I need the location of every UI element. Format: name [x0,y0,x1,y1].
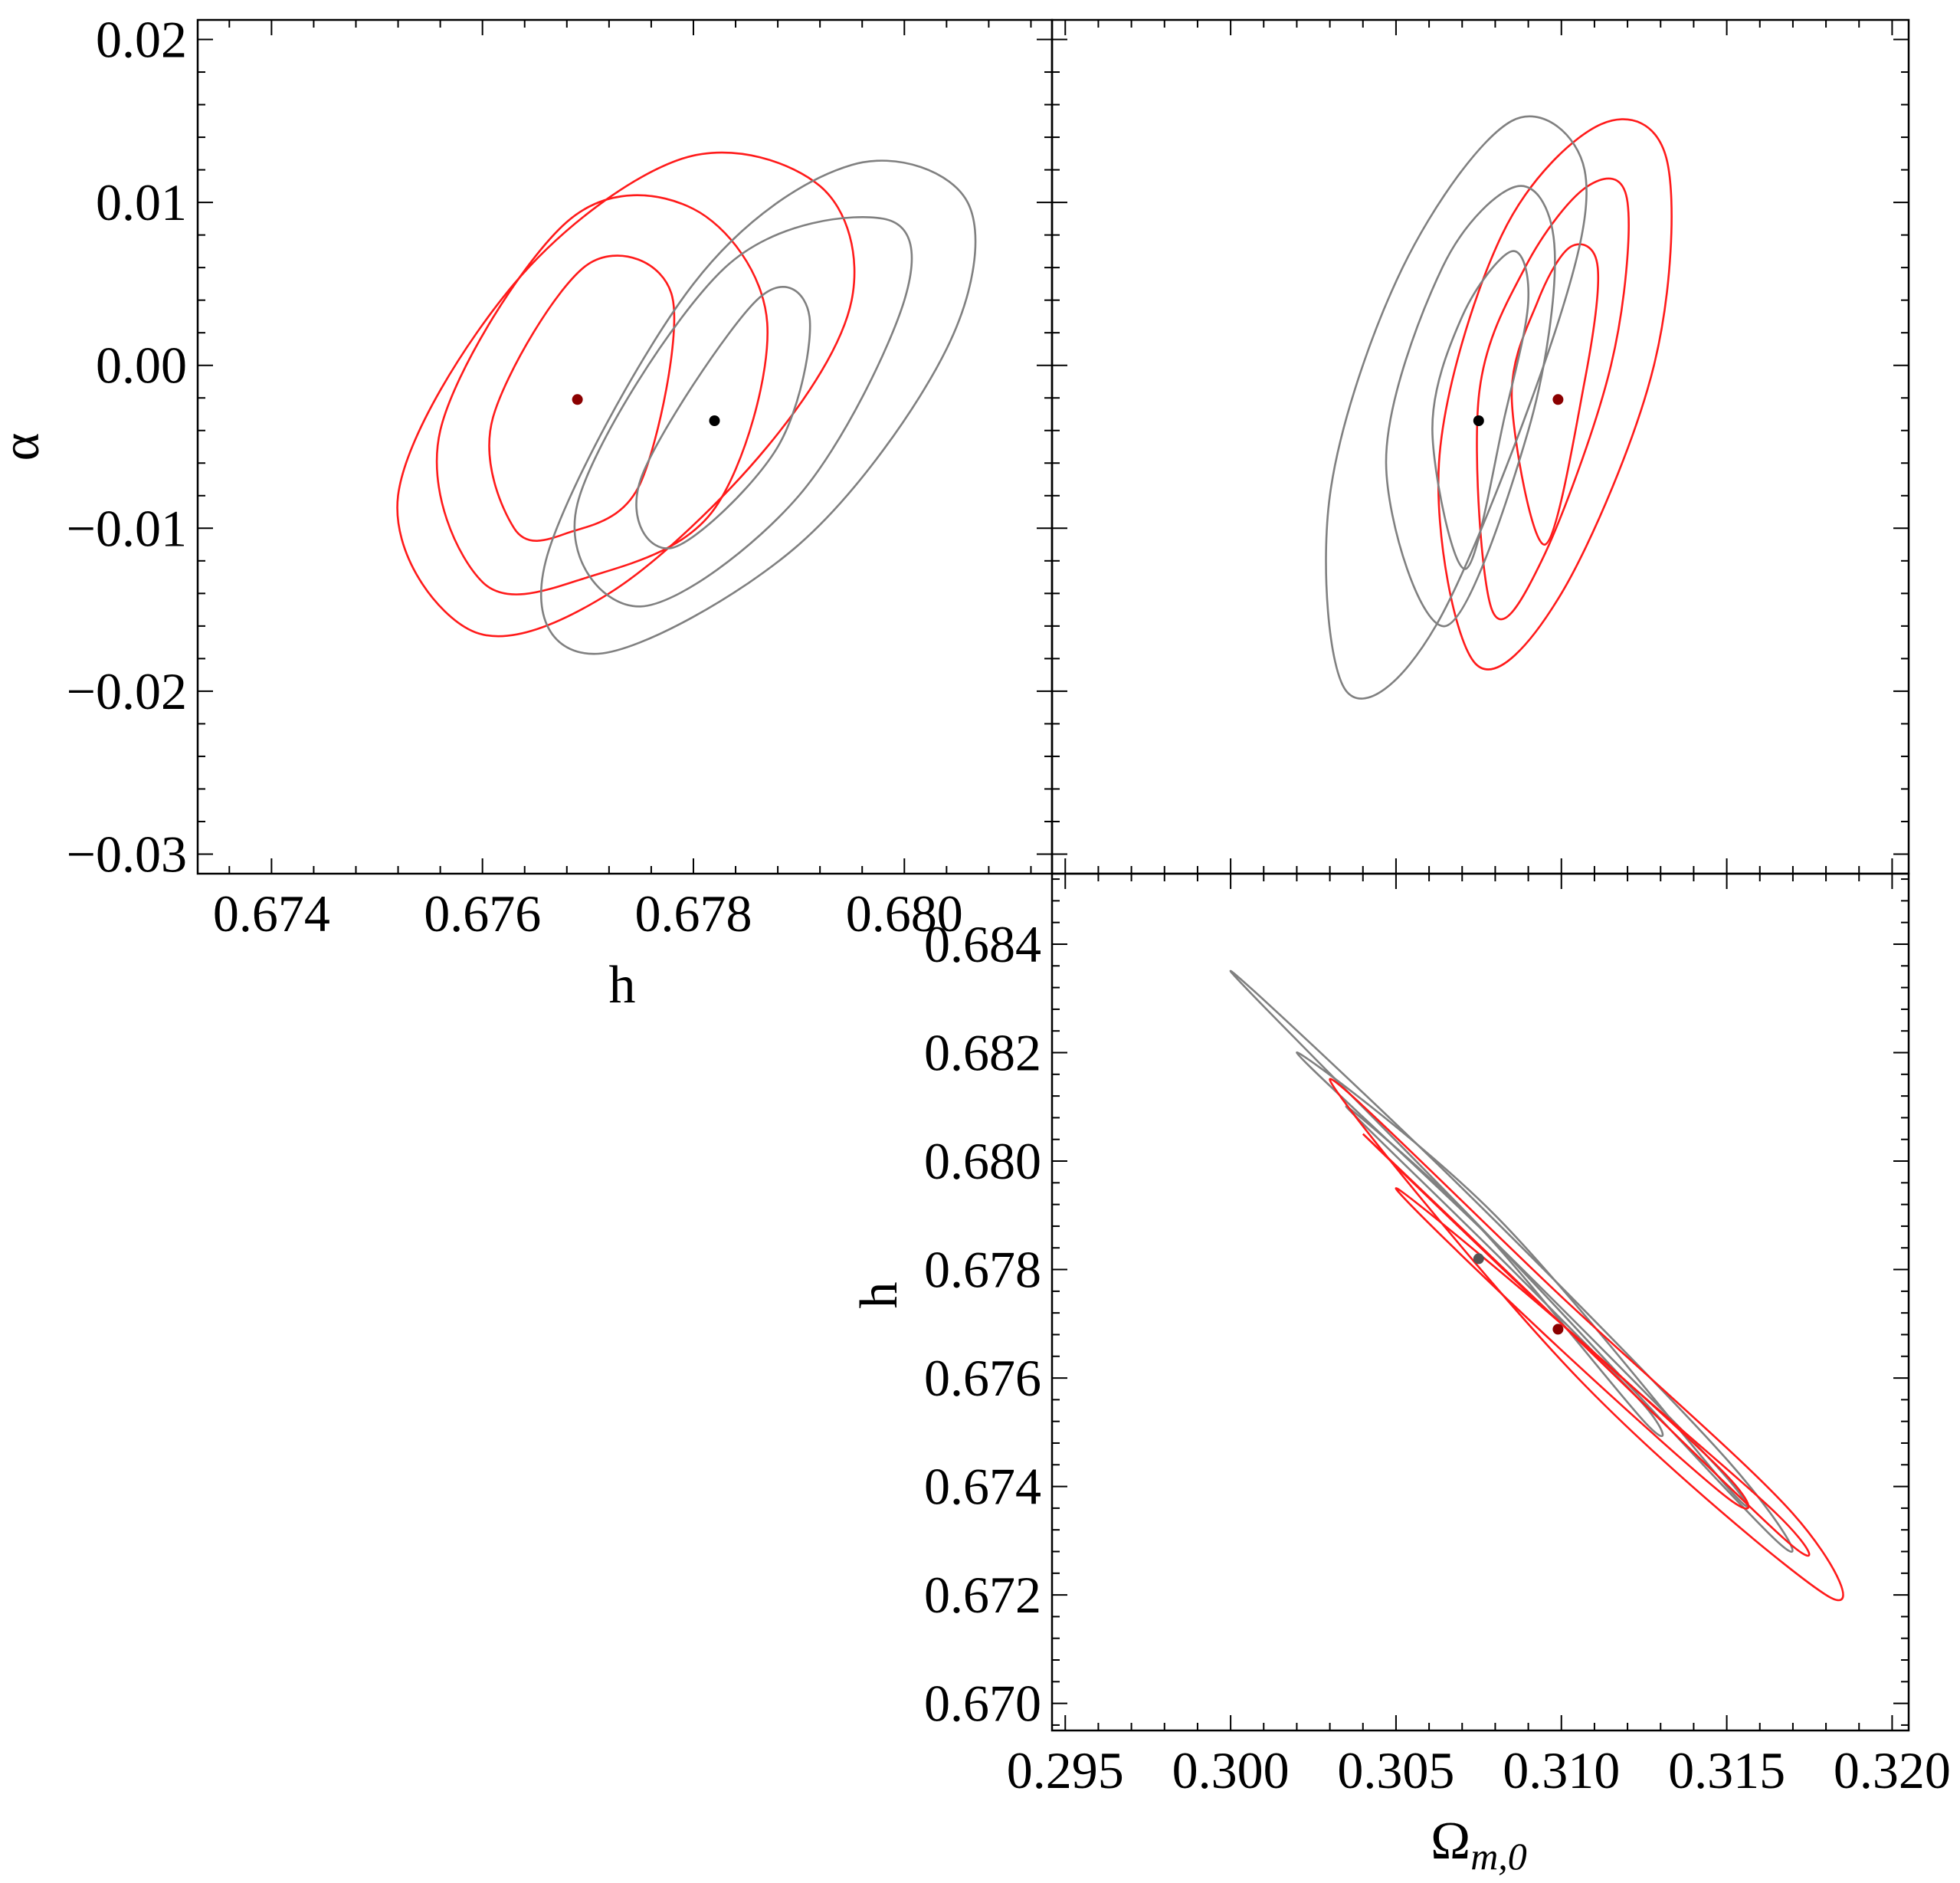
y-tick-label: 0.674 [924,1458,1041,1516]
contour-group [1325,115,1673,700]
red-contour-level-3 [1329,1078,1844,1602]
red-best-fit-point [572,394,583,405]
y-tick-label: 0.680 [924,1132,1041,1190]
y-tick-label: −0.02 [67,662,187,720]
gray-contour-level-3 [1325,115,1588,700]
panel-omega-h: 0.295 0.300 0.305 0.310 0.315 0.320 0.684 0.682… [850,872,1951,1878]
y-tick-label: 0.684 [924,915,1041,973]
red-contour-level-1 [488,254,676,542]
panel-h-alpha: 0.674 0.676 0.678 0.680 0.02 0.01 0.00 −0.01 −0.… [0,11,1054,1015]
gray-contour-level-2 [573,216,913,608]
red-contour-level-2 [1476,177,1630,621]
gray-contour-level-3 [539,159,977,655]
y-tick-label: −0.01 [67,499,187,557]
x-tick-label: 0.305 [1337,1741,1454,1799]
tick-group: 0.674 0.676 0.678 0.680 0.02 0.01 0.00 −0.01 −0.… [67,11,1052,943]
panel-omega-alpha [1050,18,1910,875]
y-tick-label: 0.02 [96,11,187,69]
x-axis-title: h [609,956,636,1015]
red-best-fit-point [1552,394,1564,405]
gray-contour-level-1 [635,286,811,549]
red-contour-level-2 [1362,1133,1811,1557]
y-tick-label: 0.01 [96,173,187,231]
gray-best-fit-point [1473,1253,1484,1265]
plot-frame [1050,872,1910,1732]
y-tick-label: 0.00 [96,336,187,395]
x-tick-label: 0.680 [846,884,963,943]
gray-contour-level-3 [1229,969,1794,1553]
tick-group: 0.295 0.300 0.305 0.310 0.315 0.320 0.684 0.682… [924,874,1951,1799]
x-axis-title: Ωm,0 [1431,1812,1527,1878]
red-contour-level-1 [1510,243,1600,546]
y-tick-label: −0.03 [67,825,187,884]
y-tick-label: 0.678 [924,1241,1041,1299]
y-tick-label: 0.676 [924,1349,1041,1407]
gray-contour-level-2 [1385,185,1556,628]
x-tick-label: 0.320 [1834,1741,1951,1799]
x-tick-label: 0.310 [1503,1741,1620,1799]
gray-contour-level-1 [1431,250,1530,570]
x-tick-label: 0.300 [1172,1741,1290,1799]
x-tick-label: 0.678 [635,884,752,943]
x-tick-label: 0.295 [1007,1741,1124,1799]
gray-best-fit-point [709,415,720,426]
x-tick-label: 0.676 [424,884,541,943]
contour-group [396,151,977,655]
red-contour-level-2 [435,194,769,595]
y-tick-label: 0.672 [924,1566,1041,1624]
red-best-fit-point [1552,1324,1564,1335]
red-contour-level-3 [396,151,856,638]
y-axis-title: α [0,433,51,461]
y-axis-title: h [850,1282,909,1309]
tick-group [1052,20,1909,874]
y-tick-label: 0.682 [924,1024,1041,1082]
gray-best-fit-point [1473,415,1484,426]
contour-group [1229,969,1844,1602]
x-tick-label: 0.315 [1668,1741,1785,1799]
red-contour-level-3 [1437,118,1673,671]
x-tick-label: 0.674 [213,884,330,943]
y-tick-label: 0.670 [924,1675,1041,1733]
